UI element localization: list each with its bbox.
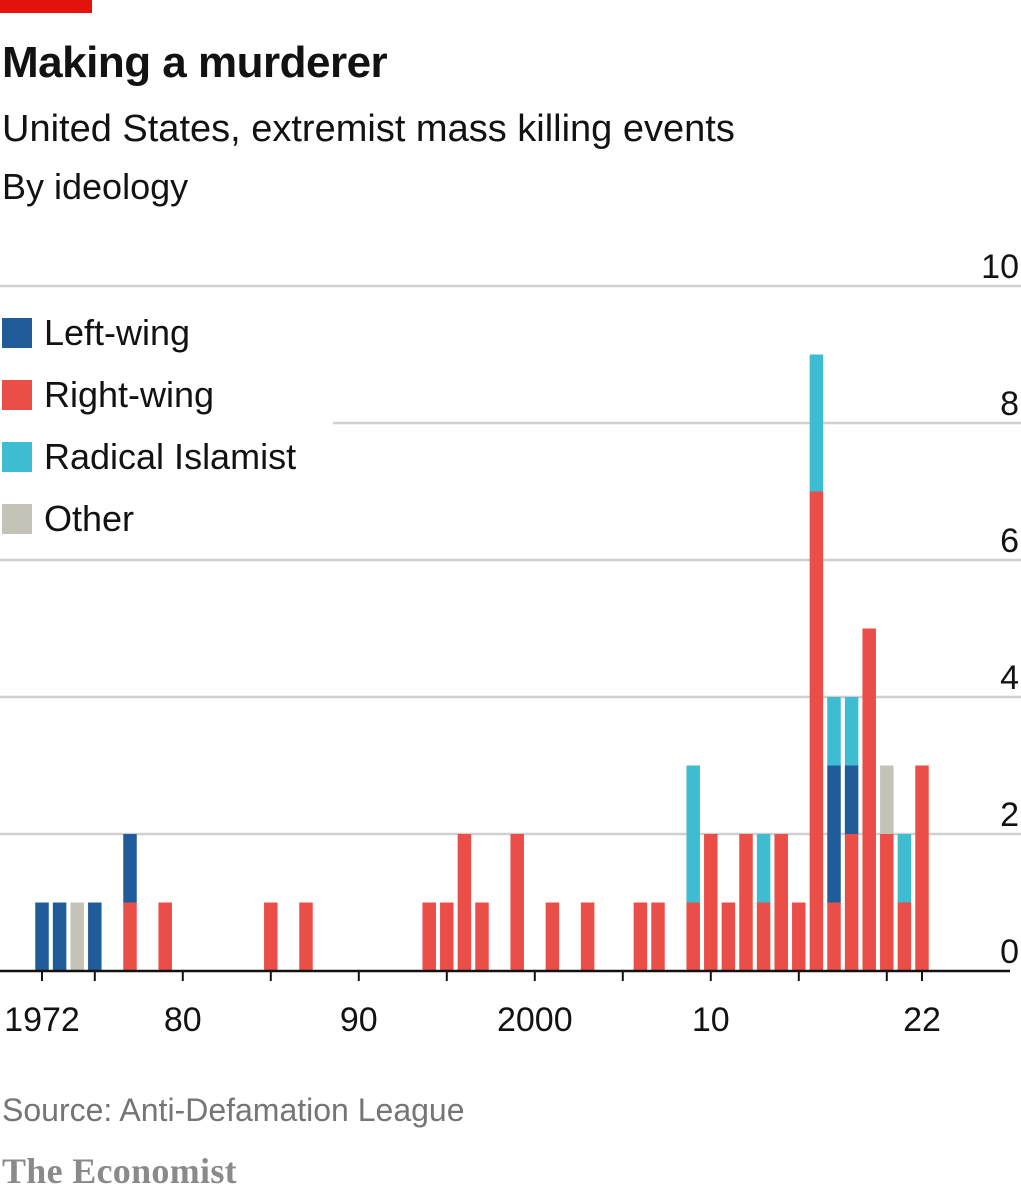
bar-radical-islamist-2018	[844, 697, 859, 766]
legend-item-other: Other	[0, 498, 320, 539]
legend-swatch-right-wing	[2, 380, 32, 410]
bar-right-wing-1994	[422, 902, 436, 971]
bar-right-wing-2014	[774, 834, 788, 971]
y-tick-label: 6	[1000, 522, 1019, 560]
bar-left-wing-1973	[52, 902, 67, 971]
bar-right-wing-1985	[264, 902, 278, 971]
y-tick-label: 0	[1000, 933, 1019, 971]
bar-right-wing-1979	[158, 902, 172, 971]
bar-right-wing-2010	[704, 834, 718, 971]
bar-left-wing-1972	[35, 902, 49, 971]
bar-right-wing-2007	[651, 902, 665, 971]
bar-right-wing-1995	[440, 902, 454, 971]
legend-item-radical-islamist: Radical Islamist	[0, 436, 320, 477]
bar-other-2020	[880, 765, 894, 834]
legend-label: Radical Islamist	[44, 436, 297, 477]
y-tick-label: 10	[981, 248, 1019, 286]
bar-left-wing-2018	[844, 765, 859, 834]
legend-label: Right-wing	[44, 374, 215, 415]
brand-red-tab	[0, 0, 92, 13]
bar-right-wing-2016	[809, 491, 824, 971]
bar-radical-islamist-2013	[756, 834, 771, 903]
bar-right-wing-1997	[475, 902, 489, 971]
x-tick-label: 90	[340, 1001, 378, 1039]
legend-label: Left-wing	[44, 312, 191, 353]
bar-right-wing-2013	[756, 902, 771, 971]
bar-right-wing-2022	[915, 765, 929, 971]
bar-right-wing-2017	[827, 902, 841, 971]
x-tick-label: 80	[164, 1001, 202, 1039]
bar-radical-islamist-2016	[809, 354, 824, 492]
bar-radical-islamist-2021	[897, 834, 912, 903]
bar-right-wing-2015	[792, 902, 806, 971]
legend-label: Other	[44, 498, 135, 539]
bar-right-wing-2018	[844, 834, 859, 971]
bar-left-wing-1975	[88, 902, 102, 971]
bar-radical-islamist-2009	[686, 765, 700, 903]
y-tick-label: 2	[1000, 796, 1019, 834]
bar-right-wing-1987	[299, 902, 313, 971]
bar-right-wing-2009	[686, 902, 700, 971]
bar-right-wing-2003	[580, 902, 595, 971]
bar-left-wing-1977	[123, 834, 137, 903]
bar-other-1974	[70, 902, 84, 971]
y-tick-labels: 0 2 4 6 8 10	[981, 248, 1019, 971]
bar-right-wing-2011	[721, 902, 736, 971]
bar-right-wing-2001	[545, 902, 560, 971]
chart-title: Making a murderer	[2, 38, 388, 87]
bar-right-wing-1999	[510, 834, 524, 971]
bar-right-wing-2019	[862, 628, 876, 971]
x-tick-label: 1972	[4, 1001, 80, 1039]
legend-swatch-left-wing	[2, 318, 32, 348]
bar-radical-islamist-2017	[827, 697, 841, 766]
bar-right-wing-1977	[123, 902, 137, 971]
x-tick-labels: 1972 80 90 2000 10 22	[4, 1001, 941, 1039]
bars	[35, 354, 929, 971]
legend-swatch-other	[2, 504, 32, 534]
x-axis	[0, 969, 1010, 981]
bar-right-wing-2021	[897, 902, 912, 971]
legend-item-right-wing: Right-wing	[0, 374, 320, 415]
bar-right-wing-2020	[880, 834, 894, 971]
y-tick-label: 8	[1000, 385, 1019, 423]
x-tick-label: 2000	[497, 1001, 573, 1039]
bar-right-wing-1996	[457, 834, 472, 971]
economist-logo: The Economist	[2, 1151, 237, 1191]
y-tick-label: 4	[1000, 659, 1019, 697]
chart-subtitle: United States, extremist mass killing ev…	[2, 108, 735, 150]
x-tick-label: 10	[692, 1001, 730, 1039]
bar-left-wing-2017	[827, 765, 841, 903]
stacked-bar-chart: 0 2 4 6 8 10 1972 80 90 2000 10 22	[0, 248, 1021, 1039]
x-tick-label: 22	[903, 1001, 941, 1039]
chart-subsubtitle: By ideology	[2, 166, 189, 207]
legend-item-left-wing: Left-wing	[0, 312, 320, 353]
source-note: Source: Anti-Defamation League	[2, 1092, 465, 1128]
bar-right-wing-2012	[739, 834, 753, 971]
legend-swatch-radical-islamist	[2, 442, 32, 472]
bar-right-wing-2006	[633, 902, 648, 971]
